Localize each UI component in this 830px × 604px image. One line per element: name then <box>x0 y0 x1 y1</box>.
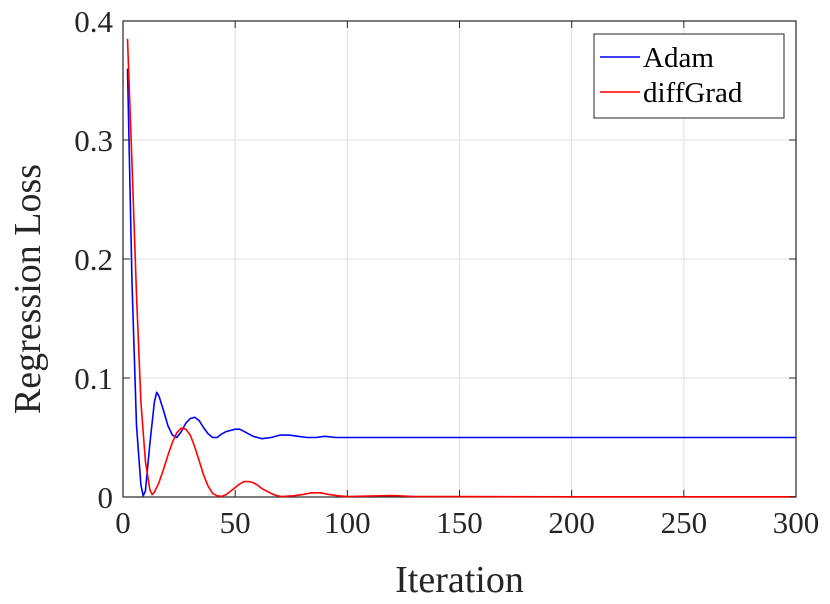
y-tick-label: 0.4 <box>74 4 113 39</box>
series-line-diffgrad <box>126 38 796 498</box>
x-axis-title: Iteration <box>395 559 524 601</box>
series-lines <box>126 38 796 498</box>
series-line-adam <box>126 68 796 497</box>
x-tick-label: 250 <box>661 505 708 540</box>
x-tick-label: 100 <box>324 505 371 540</box>
legend: Adam diffGrad <box>593 33 785 119</box>
y-axis-title: Regression Loss <box>7 164 49 414</box>
y-tick-label: 0 <box>98 480 114 515</box>
legend-label-adam: Adam <box>643 42 714 74</box>
x-tick-label: 200 <box>548 505 595 540</box>
y-tick-label: 0.2 <box>74 242 113 277</box>
y-tick-label: 0.1 <box>74 361 113 396</box>
x-tick-label: 300 <box>773 505 820 540</box>
legend-box <box>593 33 785 119</box>
y-tick-label: 0.3 <box>74 123 113 158</box>
legend-label-diffgrad: diffGrad <box>643 77 743 109</box>
x-tick-label: 0 <box>115 505 131 540</box>
x-axis-ticks: 0 50 100 150 200 250 300 <box>115 21 819 540</box>
y-axis-ticks: 0 0.1 0.2 0.3 0.4 <box>74 4 796 515</box>
x-tick-label: 50 <box>220 505 251 540</box>
x-tick-label: 150 <box>436 505 483 540</box>
